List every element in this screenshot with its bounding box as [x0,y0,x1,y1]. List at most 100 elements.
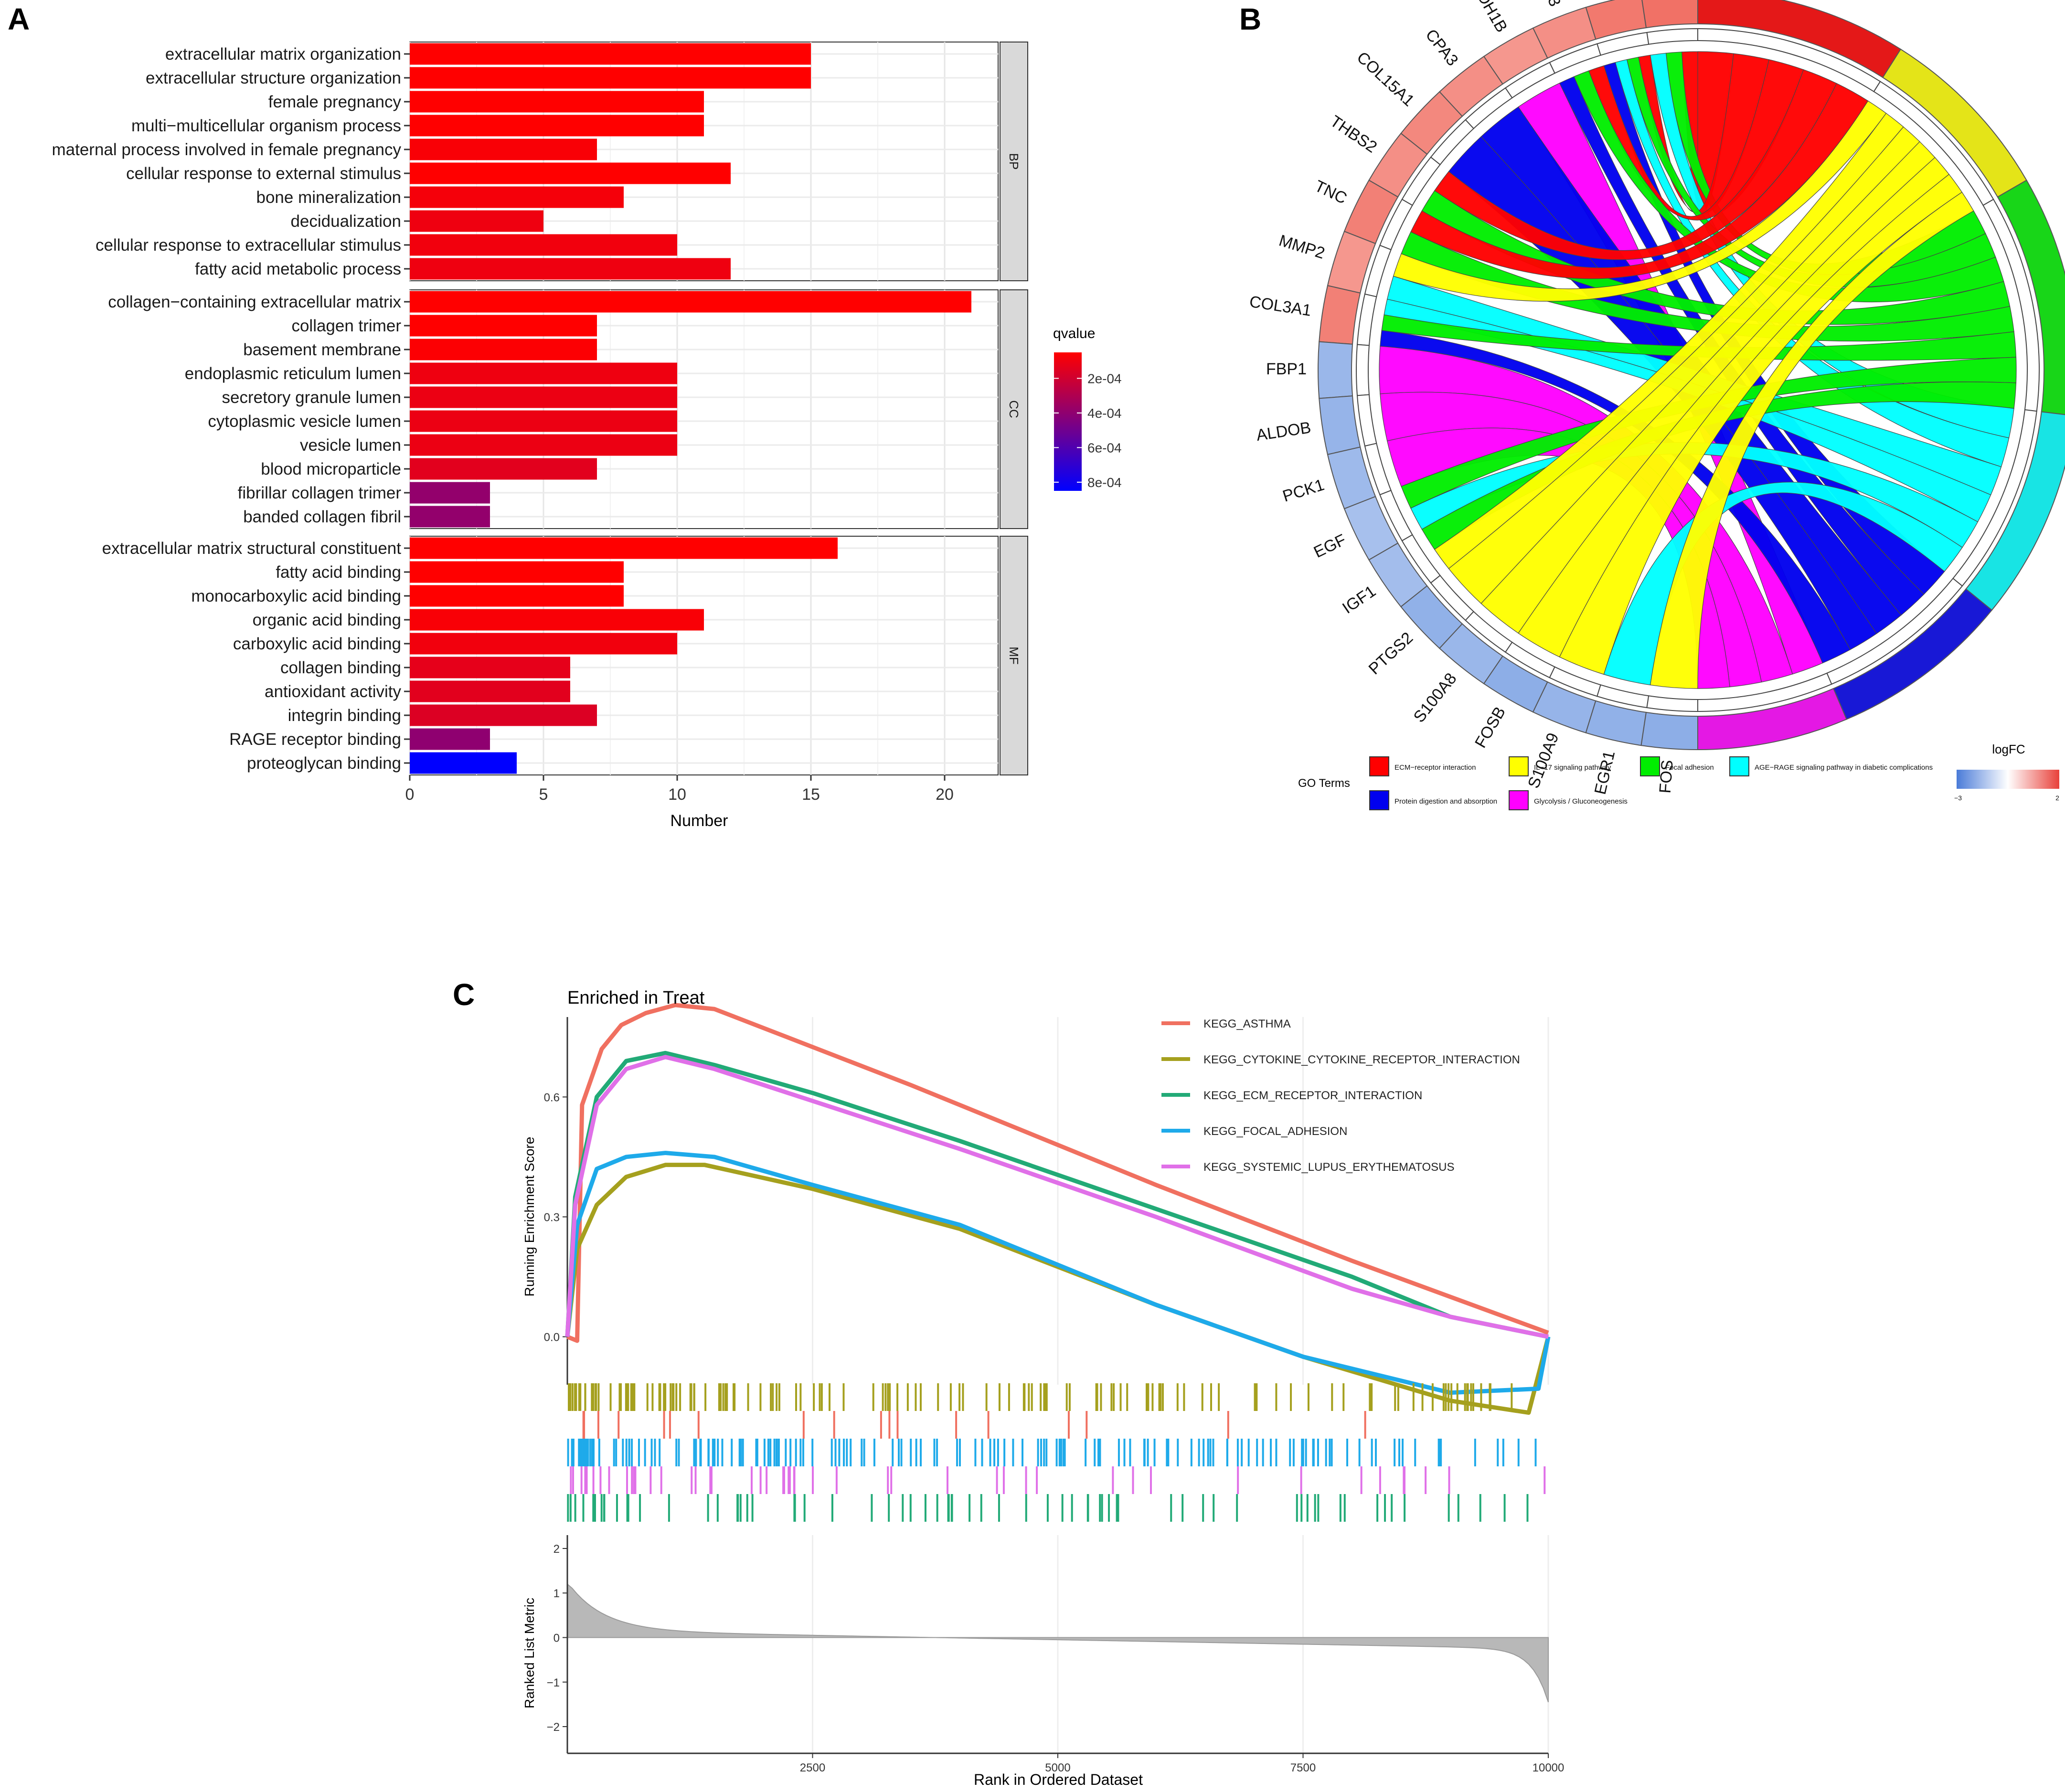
gene-logfc-segment-cpa3 [1438,55,1503,117]
gene-segment-aldob [1356,394,1377,447]
ytick-label: 1 [554,1587,560,1600]
facet-strip-label: CC [1007,400,1021,418]
gene-segment-ptgs2 [1430,574,1475,621]
gene-label-aldob: ALDOB [1255,418,1312,445]
ytick-label: 0.3 [544,1211,560,1224]
bar-collagen-containing-extracellular-matrix [410,291,971,313]
es-line-kegg-focal-adhesion [565,1151,1551,1395]
category-label: collagen binding [280,658,401,677]
facet-strip [1000,289,1028,529]
legend-tick-label: 8e-04 [1087,475,1122,490]
bar-fibrillar-collagen-trimer [410,482,490,504]
gene-logfc-segment-igf1 [1368,542,1428,608]
gene-segment-col15a1 [1430,119,1475,166]
category-label: extracellular matrix organization [165,45,401,64]
gene-label-fosb: FOSB [1471,704,1509,751]
bar-monocarboxylic-acid-binding [410,585,624,607]
gene-label-mmp2: MMP2 [1277,232,1327,263]
legend-tick-label: 2e-04 [1087,371,1122,386]
bar-endoplasmic-reticulum-lumen [410,362,677,384]
panel-b-chord-diagram: FN1COL1A2COL6A3ADH1BCPA3COL15A1THBS2TNCM… [1248,0,2065,810]
legend-label-ecm-receptor-interaction: ECM−receptor interaction [1394,763,1476,772]
gene-segment-adh1b [1504,62,1555,99]
gene-label-pck1: PCK1 [1280,476,1326,505]
gene-label-s100a8: S100A8 [1410,669,1460,726]
legend-swatch-ecm-receptor-interaction [1369,756,1389,776]
legend-swatch-il-17-signaling-pathway [1509,756,1529,776]
legend-label-glycolysis-gluconeogenesis: Glycolysis / Gluconeogenesis [1534,797,1628,806]
category-label: cellular response to external stimulus [126,164,401,183]
ytick-label: 0 [554,1632,560,1645]
gsea-title: Enriched in Treat [567,988,705,1008]
legend-tick-label: 4e-04 [1087,406,1122,421]
facet-mf: extracellular matrix structural constitu… [102,536,1028,775]
bar-antioxidant-activity [410,680,570,702]
gene-logfc-segment-ptgs2 [1400,585,1463,649]
gene-label-igf1: IGF1 [1339,582,1379,617]
category-label: maternal process involved in female preg… [52,140,402,159]
gene-logfc-segment-s100a9 [1532,681,1597,733]
gene-label-col6a3: COL6A3 [1524,0,1564,9]
panel-c-gsea-plot: 0.0 0.3 0.6 KEGG_ASTHMA KEGG_CYTOKINE_CYTOKI… [544,1003,1564,1774]
gene-segment-col3a1 [1356,293,1377,346]
legend-swatch-protein-digestion-and-absorption [1369,790,1389,810]
facet-strip [1000,536,1028,775]
gene-label-fbp1: FBP1 [1266,360,1307,378]
gene-segment-col6a3 [1549,43,1601,74]
gene-segment-cpa3 [1465,87,1513,129]
category-label: blood microparticle [261,460,401,478]
gene-logfc-segment-s100a8 [1438,623,1503,685]
ytick-label: −1 [547,1676,560,1689]
gene-label-egr1: EGR1 [1591,749,1619,796]
bar-cytoplasmic-vesicle-lumen [410,410,677,432]
gsea-ylabel-bottom: Ranked List Metric [522,1598,537,1708]
chord-link-fos-il-17-signaling-pathway [1650,191,1974,689]
gene-label-tnc: TNC [1312,177,1350,208]
gene-logfc-segment-col3a1 [1319,285,1361,345]
gsea-top-panel: 0.0 0.3 0.6 [544,1003,1551,1415]
bar-extracellular-structure-organization [410,67,811,89]
gene-segment-egr1 [1596,684,1650,709]
ytick-label: −2 [547,1721,560,1734]
category-label: organic acid binding [253,611,401,629]
bar-banded-collagen-fibril [410,506,490,528]
go-terms-legend: ECM−receptor interaction IL−17 signaling … [1369,756,2059,810]
legend-swatch-glycolysis-gluconeogenesis [1509,790,1529,810]
bar-maternal-process-involved-in-female-pregnancy [410,138,597,160]
gene-label-col15a1: COL15A1 [1353,48,1418,110]
legend-swatch-age-rage-signaling-pathway-in-diabetic-complications [1729,756,1749,776]
bar-bone-mineralization [410,186,624,208]
qvalue-colorbar [1054,352,1082,491]
gsea-legend: KEGG_ASTHMA KEGG_CYTOKINE_CYTOKINE_RECEPT… [1161,1018,1520,1174]
category-label: proteoglycan binding [247,754,401,773]
facet-strip-label: BP [1007,153,1021,170]
xtick-label: 2500 [800,1761,825,1774]
gene-label-egf: EGF [1311,530,1349,562]
gene-logfc-segment-thbs2 [1368,132,1428,198]
facet-strip [1000,42,1028,281]
legend-label-kegg-systemic-lupus-erythematosus: KEGG_SYSTEMIC_LUPUS_ERYTHEMATOSUS [1203,1161,1454,1174]
category-label: fatty acid metabolic process [195,260,401,278]
category-label: banded collagen fibril [243,508,401,526]
category-label: fibrillar collagen trimer [238,484,402,502]
gene-logfc-segment-col6a3 [1532,7,1597,59]
bar-collagen-binding [410,657,570,679]
gene-logfc-segment-col1a2 [1585,0,1647,40]
panel-label-a: A [8,2,30,36]
xtick-label: 20 [936,785,954,804]
gene-segment-igf1 [1401,534,1441,584]
legend-label-kegg-asthma: KEGG_ASTHMA [1203,1018,1291,1030]
gene-logfc-segment-tnc [1343,180,1399,244]
qvalue-legend: 2e-04 4e-04 6e-04 8e-04 [1054,352,1122,491]
legend-label-kegg-focal-adhesion: KEGG_FOCAL_ADHESION [1203,1125,1347,1138]
gene-logfc-segment-adh1b [1483,27,1548,85]
gene-label-thbs2: THBS2 [1327,112,1380,157]
gene-logfc-segment-fosb [1483,655,1548,713]
gene-segment-fosb [1504,641,1555,679]
bar-extracellular-matrix-structural-constituent [410,537,838,559]
gene-segment-mmp2 [1364,244,1392,297]
gene-segment-egf [1379,489,1413,541]
category-label: integrin binding [288,706,401,725]
es-line-kegg-systemic-lupus-erythematosus [565,1055,1549,1339]
